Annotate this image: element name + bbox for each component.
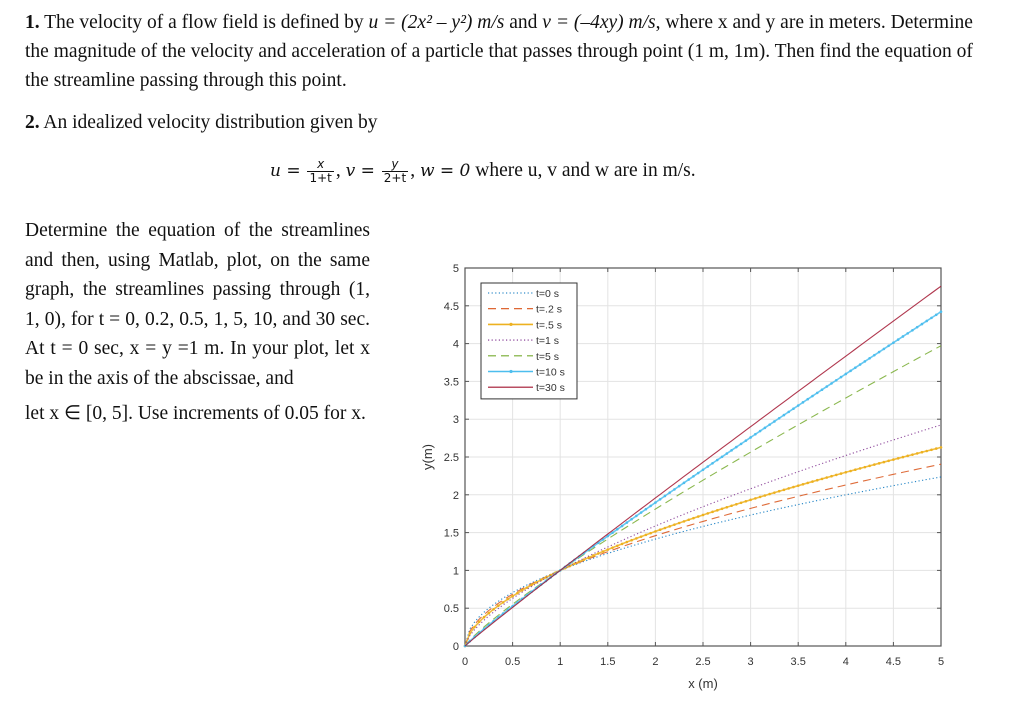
y-tick-label: 4.5 — [444, 301, 459, 313]
equation-tail: where u, v and w are in m/s. — [470, 159, 696, 181]
x-tick-label: 2 — [652, 656, 658, 668]
problem-1-number: 1. — [25, 12, 40, 33]
y-tick-label: 1.5 — [444, 528, 459, 540]
series-line — [464, 476, 942, 647]
problem-2-body: Determine the equation of the streamline… — [25, 216, 370, 429]
u-denominator: 1+t — [309, 171, 332, 185]
x-tick-label: 5 — [938, 656, 944, 668]
u-numerator: x — [307, 158, 334, 172]
legend-box — [480, 282, 578, 400]
problem-2-intro-text: An idealized velocity distribution given… — [39, 112, 378, 133]
series-line — [464, 424, 942, 647]
x-axis-label: x (m) — [688, 676, 718, 691]
problem-1: 1. The velocity of a flow field is defin… — [25, 8, 1000, 95]
x-tick-label: 4 — [843, 656, 849, 668]
x-tick-label: 1.5 — [600, 656, 615, 668]
x-tick-label: 0 — [462, 656, 468, 668]
problem-1-text-b: and — [504, 12, 543, 33]
series-line — [464, 311, 942, 647]
v-expression: v = (–4xy) m/s — [542, 12, 656, 33]
chart-grid — [464, 267, 942, 647]
w-part: w = 0 — [419, 160, 471, 181]
y-tick-label: 1 — [453, 565, 459, 577]
series-line — [464, 463, 942, 647]
plot-frame — [464, 267, 942, 647]
y-tick-label: 0.5 — [444, 603, 459, 615]
series-line — [464, 345, 942, 647]
series-line — [464, 446, 942, 647]
legend-entry: t=10 s — [536, 367, 565, 379]
y-tick-label: 2 — [453, 490, 459, 502]
y-tick-label: 3.5 — [444, 376, 459, 388]
x-tick-label: 3 — [748, 656, 754, 668]
u-expression: u = (2x² – y²) m/s — [368, 12, 505, 33]
y-axis-label: y(m) — [420, 444, 435, 470]
problem-2-intro: 2. An idealized velocity distribution gi… — [25, 112, 378, 134]
legend-entry: t=.2 s — [536, 304, 562, 316]
y-tick-label: 2.5 — [444, 452, 459, 464]
v-fraction: y 2+t — [381, 158, 409, 185]
y-tick-label: 0 — [453, 641, 459, 653]
legend-entry: t=0 s — [536, 288, 559, 300]
problem-2-number: 2. — [25, 112, 40, 133]
y-tick-label: 4 — [453, 339, 459, 351]
problem-2-body-end: let x ∈ [0, 5]. Use increments of 0.05 f… — [25, 403, 366, 424]
legend-entry: t=1 s — [536, 335, 559, 347]
v-lhs: v = — [345, 160, 375, 181]
legend-entry: t=.5 s — [536, 319, 562, 331]
chart-series — [463, 285, 943, 648]
legend-entry: t=5 s — [536, 351, 559, 363]
y-tick-label: 5 — [453, 263, 459, 275]
series-line — [464, 285, 942, 647]
x-tick-label: 2.5 — [695, 656, 710, 668]
x-tick-label: 3.5 — [791, 656, 806, 668]
v-denominator: 2+t — [383, 171, 407, 185]
legend-entry: t=30 s — [536, 382, 565, 394]
v-numerator: y — [381, 158, 409, 172]
x-tick-label: 0.5 — [505, 656, 520, 668]
velocity-equation: u = x 1+t, v = y 2+t, w = 0 where u, v and… — [270, 157, 696, 185]
chart-legend: t=0 s t=.2 s t=.5 s t=1 s t=5 s t=10 s t=30 s — [480, 282, 578, 400]
problem-1-text-a: The velocity of a flow field is defined … — [39, 12, 369, 33]
u-fraction: x 1+t — [307, 158, 334, 185]
x-tick-label: 4.5 — [886, 656, 901, 668]
y-tick-label: 3 — [453, 414, 459, 426]
problem-1-text-c: , where x and y are in meters. Determine… — [25, 12, 973, 91]
axis-ticks: 0 0.5 1 1.5 2 2.5 3 3.5 4 4.5 5 0 0.5 1 1.5 2 2.5 3 3.5 4 4.… — [444, 263, 944, 668]
x-tick-label: 1 — [557, 656, 563, 668]
u-lhs: u = — [270, 160, 301, 181]
problem-2-body-text: Determine the equation of the streamline… — [25, 220, 370, 389]
